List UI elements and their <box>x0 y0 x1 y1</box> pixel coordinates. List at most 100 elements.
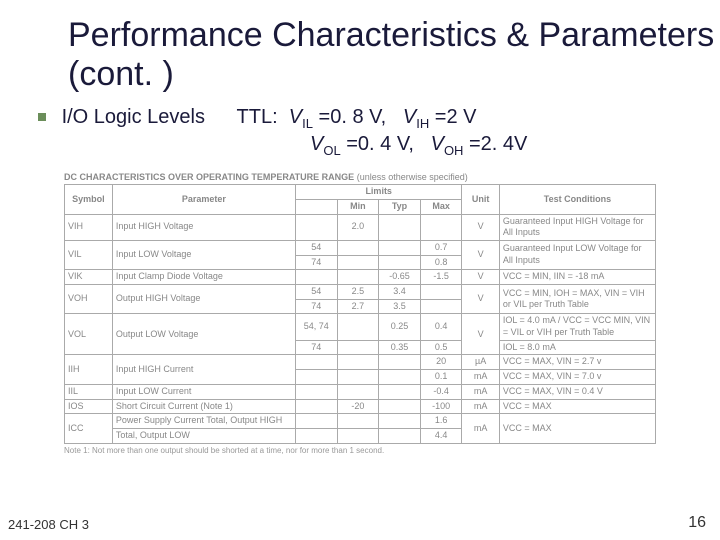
table-cell: Output HIGH Voltage <box>112 285 295 314</box>
subtitle-line-2: VOL =0. 4 V, VOH =2. 4V <box>0 131 720 158</box>
table-cell: Output LOW Voltage <box>112 314 295 355</box>
table-container: DC CHARACTERISTICS OVER OPERATING TEMPER… <box>64 172 656 454</box>
table-cell: 3.4 <box>379 285 421 300</box>
table-cell: Input LOW Voltage <box>112 240 295 269</box>
table-row: IILInput LOW Current-0.4mAVCC = MAX, VIN… <box>65 384 656 399</box>
table-cell <box>337 240 379 255</box>
vil-eq: =0. 8 V, <box>313 106 386 128</box>
table-cell: 0.4 <box>420 314 462 340</box>
table-cell: -0.4 <box>420 384 462 399</box>
th-limits: Limits <box>295 185 461 200</box>
voh-sym: VOH <box>419 133 463 155</box>
table-cell: ICC <box>65 414 113 443</box>
table-cell: V <box>462 270 499 285</box>
table-cell <box>295 355 337 370</box>
table-cell: 0.1 <box>420 370 462 385</box>
table-cell: IOL = 4.0 mA / VCC = VCC MIN, VIN = VIL … <box>499 314 655 340</box>
table-footnote: Note 1: Not more than one output should … <box>64 446 656 455</box>
table-cell <box>379 240 421 255</box>
table-cell: VIK <box>65 270 113 285</box>
table-row: VIKInput Clamp Diode Voltage-0.65-1.5VVC… <box>65 270 656 285</box>
table-cell <box>295 370 337 385</box>
table-cell: -0.65 <box>379 270 421 285</box>
vih-sym: VIH <box>392 106 429 128</box>
table-cell: µA <box>462 355 499 370</box>
subtitle-line-1: I/O Logic Levels TTL: VIL =0. 8 V, VIH =… <box>0 100 720 131</box>
table-cell <box>379 428 421 443</box>
table-cell: Input HIGH Voltage <box>112 214 295 240</box>
table-cell <box>295 414 337 429</box>
table-cell: mA <box>462 399 499 414</box>
table-cell: VCC = MIN, IOH = MAX, VIN = VIH or VIL p… <box>499 285 655 314</box>
table-cell: VIH <box>65 214 113 240</box>
table-cell <box>295 214 337 240</box>
table-cell <box>379 414 421 429</box>
table-cell: 20 <box>420 355 462 370</box>
table-cell: mA <box>462 370 499 385</box>
table-cell: -1.5 <box>420 270 462 285</box>
table-header-row-1: Symbol Parameter Limits Unit Test Condit… <box>65 185 656 200</box>
table-cell: VCC = MAX, VIN = 2.7 v <box>499 355 655 370</box>
dc-characteristics-table: Symbol Parameter Limits Unit Test Condit… <box>64 184 656 443</box>
table-cell: VCC = MAX, VIN = 0.4 V <box>499 384 655 399</box>
footer-page-number: 16 <box>688 514 706 532</box>
table-cell <box>379 214 421 240</box>
table-cell: 0.25 <box>379 314 421 340</box>
table-cell: mA <box>462 414 499 443</box>
table-cell: -100 <box>420 399 462 414</box>
table-cell: 0.5 <box>420 340 462 355</box>
table-cell: VOH <box>65 285 113 314</box>
io-label: I/O Logic Levels <box>62 106 205 128</box>
th-symbol: Symbol <box>65 185 113 214</box>
table-cell: 74 <box>295 255 337 270</box>
footer-course-code: 241-208 CH 3 <box>8 517 89 532</box>
table-cell: 0.8 <box>420 255 462 270</box>
table-cell: IIL <box>65 384 113 399</box>
vol-eq: =0. 4 V, <box>341 133 414 155</box>
table-row: IIHInput HIGH Current20µAVCC = MAX, VIN … <box>65 355 656 370</box>
table-cell: 4.4 <box>420 428 462 443</box>
table-cell: Guaranteed Input LOW Voltage for All Inp… <box>499 240 655 269</box>
table-cell: 0.7 <box>420 240 462 255</box>
table-cell: 54 <box>295 240 337 255</box>
table-caption: DC CHARACTERISTICS OVER OPERATING TEMPER… <box>64 172 656 182</box>
table-row: IOSShort Circuit Current (Note 1)-20-100… <box>65 399 656 414</box>
table-cell: 74 <box>295 340 337 355</box>
table-cell <box>379 355 421 370</box>
vih-eq: =2 V <box>429 106 476 128</box>
table-cell: V <box>462 285 499 314</box>
table-row: VILInput LOW Voltage540.7VGuaranteed Inp… <box>65 240 656 255</box>
table-cell: IOS <box>65 399 113 414</box>
th-variant <box>295 199 337 214</box>
table-cell: Guaranteed Input HIGH Voltage for All In… <box>499 214 655 240</box>
table-cell: IIH <box>65 355 113 384</box>
table-cell <box>337 428 379 443</box>
voh-eq: =2. 4V <box>463 133 527 155</box>
table-cell <box>337 384 379 399</box>
table-cell: Power Supply Current Total, Output HIGH <box>112 414 295 429</box>
table-cell: VCC = MAX, VIN = 7.0 v <box>499 370 655 385</box>
table-cell: VOL <box>65 314 113 355</box>
th-unit: Unit <box>462 185 499 214</box>
table-row: VOLOutput LOW Voltage54, 740.250.4VIOL =… <box>65 314 656 340</box>
table-cell <box>420 214 462 240</box>
table-cell: 2.5 <box>337 285 379 300</box>
slide-title: Performance Characteristics & Parameters… <box>0 0 720 100</box>
table-cell <box>295 270 337 285</box>
table-cell: VIL <box>65 240 113 269</box>
ttl-label: TTL: <box>237 106 278 128</box>
table-cell: V <box>462 314 499 355</box>
table-cell: VCC = MIN, IIN = -18 mA <box>499 270 655 285</box>
table-cell: IOL = 8.0 mA <box>499 340 655 355</box>
table-cell: 54, 74 <box>295 314 337 340</box>
table-cell <box>379 255 421 270</box>
table-cell: VCC = MAX <box>499 399 655 414</box>
table-cell <box>379 370 421 385</box>
table-cell <box>295 428 337 443</box>
vol-sym: VOL <box>310 133 341 155</box>
table-cell: 74 <box>295 299 337 314</box>
table-cell <box>337 340 379 355</box>
table-cell: 54 <box>295 285 337 300</box>
table-cell: 1.6 <box>420 414 462 429</box>
table-cell <box>337 270 379 285</box>
